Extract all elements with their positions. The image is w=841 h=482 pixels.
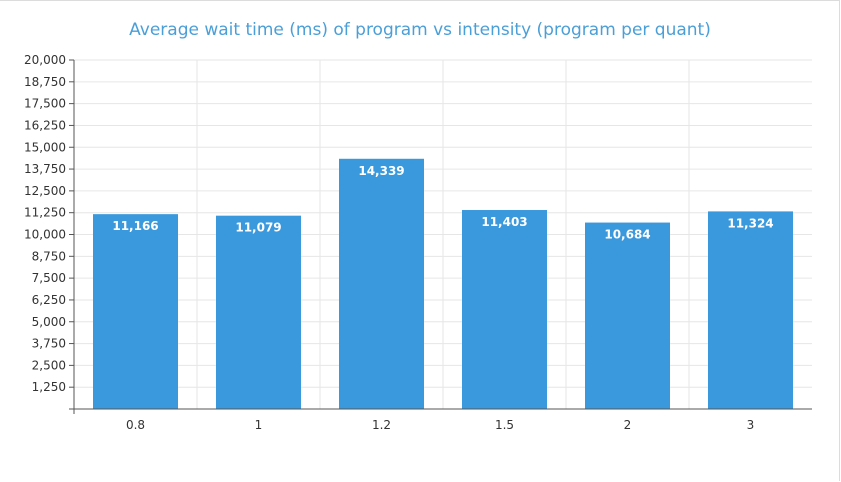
y-tick-label: 12,500 xyxy=(24,184,66,198)
chart-title: Average wait time (ms) of program vs int… xyxy=(129,20,711,40)
y-tick-label: 18,750 xyxy=(24,75,66,89)
y-tick-label: 5,000 xyxy=(32,315,66,329)
y-tick-label: 15,000 xyxy=(24,140,66,154)
bar-1.2 xyxy=(339,158,424,409)
x-tick-label: 1.5 xyxy=(495,418,514,432)
y-tick-label: 10,000 xyxy=(24,228,66,242)
y-tick-label: 11,250 xyxy=(24,206,66,220)
x-tick-label: 1 xyxy=(255,418,263,432)
bar-1.5 xyxy=(462,210,547,409)
data-label: 11,166 xyxy=(112,219,158,233)
y-tick-label: 16,250 xyxy=(24,118,66,132)
y-tick-label: 13,750 xyxy=(24,162,66,176)
data-label: 11,403 xyxy=(481,215,527,229)
x-tick-label: 0.8 xyxy=(126,418,145,432)
y-tick-label: 20,000 xyxy=(24,53,66,67)
data-label: 11,079 xyxy=(235,221,281,235)
y-tick-label: 2,500 xyxy=(32,358,66,372)
x-tick-label: 3 xyxy=(747,418,755,432)
x-tick-label: 1.2 xyxy=(372,418,391,432)
bar-3 xyxy=(708,211,793,409)
bar-2 xyxy=(585,222,670,409)
y-tick-label: 3,750 xyxy=(32,337,66,351)
data-label: 10,684 xyxy=(604,228,650,242)
data-label: 14,339 xyxy=(358,164,404,178)
y-tick-label: 8,750 xyxy=(32,249,66,263)
y-tick-label: 7,500 xyxy=(32,271,66,285)
y-tick-label: 1,250 xyxy=(32,380,66,394)
y-tick-label: 17,500 xyxy=(24,97,66,111)
bar-1 xyxy=(216,215,301,409)
bar-0.8 xyxy=(93,214,178,409)
y-tick-label: 6,250 xyxy=(32,293,66,307)
x-tick-label: 2 xyxy=(624,418,632,432)
data-label: 11,324 xyxy=(727,216,773,230)
